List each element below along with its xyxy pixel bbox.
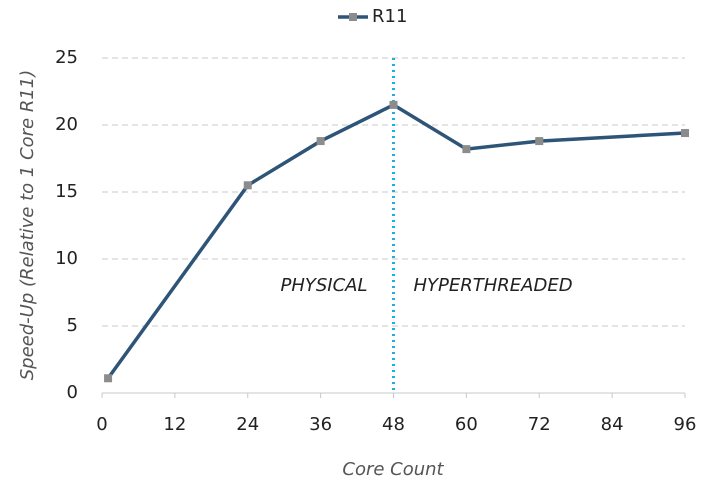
x-tick-label: 84 [601, 414, 624, 435]
y-axis-label: Speed-Up (Relative to 1 Core R11) [17, 70, 38, 381]
legend-label: R11 [372, 6, 407, 27]
y-tick-label: 10 [55, 248, 78, 269]
x-tick-label: 24 [236, 414, 259, 435]
y-tick-label: 25 [55, 47, 78, 68]
annotation: HYPERTHREADED [414, 275, 573, 296]
annotation: PHYSICAL [280, 275, 367, 296]
x-tick-label: 72 [528, 414, 551, 435]
x-tick-label: 0 [96, 414, 107, 435]
point-marker [535, 137, 544, 146]
y-tick-label: 5 [67, 315, 78, 336]
y-tick-label: 15 [55, 181, 78, 202]
point-marker [462, 145, 471, 154]
series-line [106, 102, 686, 380]
point-marker [316, 137, 325, 146]
x-axis-label: Core Count [342, 459, 444, 480]
point-marker [104, 374, 113, 383]
x-tick-label: 36 [309, 414, 332, 435]
y-tick-label: 0 [67, 382, 78, 403]
legend-marker [349, 13, 357, 21]
y-tick-label: 20 [55, 114, 78, 135]
x-tick-label: 12 [163, 414, 186, 435]
x-tick-label: 96 [674, 414, 697, 435]
point-marker [681, 129, 689, 138]
point-marker [389, 100, 398, 109]
x-tick-label: 60 [455, 414, 478, 435]
x-tick-label: 48 [382, 414, 405, 435]
point-marker [243, 181, 252, 190]
